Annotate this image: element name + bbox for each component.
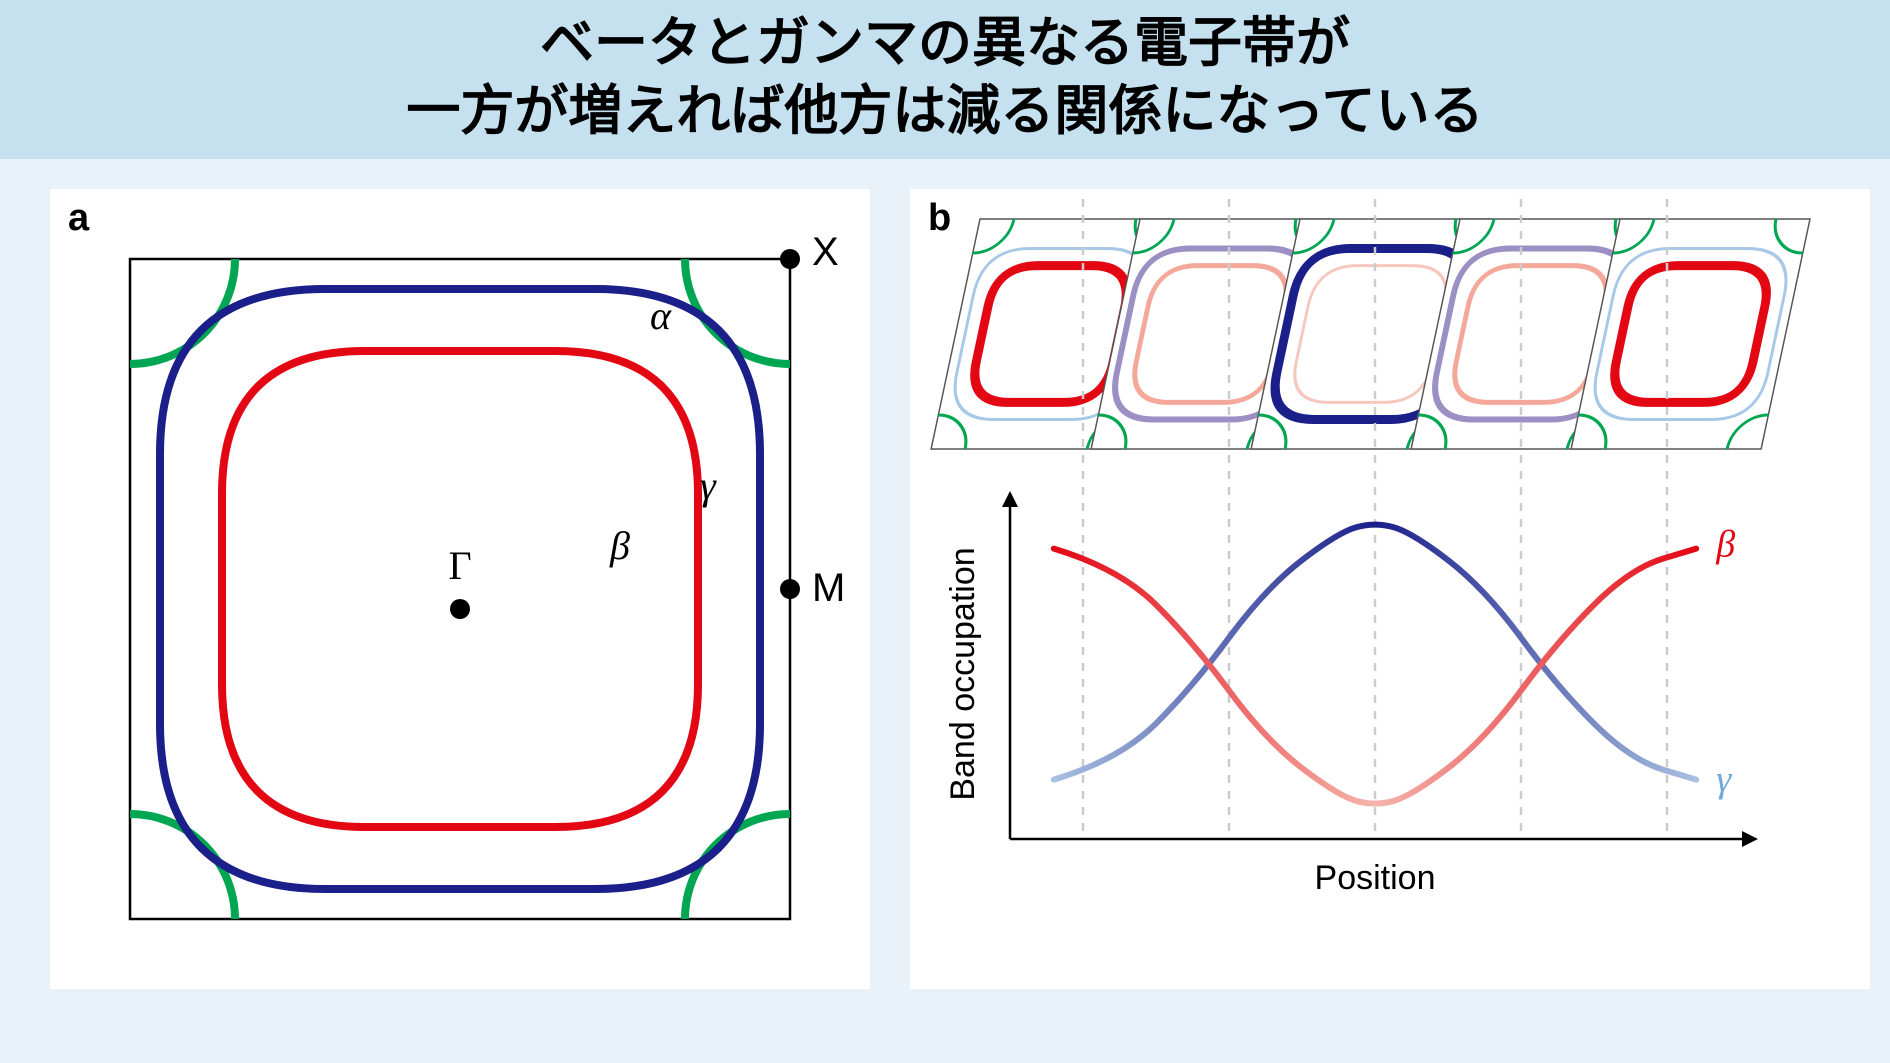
- svg-text:β: β: [609, 523, 630, 568]
- title-band: ベータとガンマの異なる電子帯が 一方が増えれば他方は減る関係になっている: [0, 0, 1890, 159]
- svg-text:α: α: [650, 293, 672, 338]
- panel-b-label: b: [928, 197, 951, 240]
- panel-a: a Γ X Mα γ β: [50, 189, 870, 989]
- band-occupation-diagram: Band occupation Position β γ: [910, 189, 1870, 969]
- svg-text:Band occupation: Band occupation: [944, 547, 982, 800]
- svg-text:Γ: Γ: [448, 543, 471, 588]
- title-line-2: 一方が増えれば他方は減る関係になっている: [0, 78, 1890, 146]
- svg-text:γ: γ: [700, 463, 717, 508]
- title-line-1: ベータとガンマの異なる電子帯が: [0, 10, 1890, 78]
- svg-text:Position: Position: [1315, 859, 1436, 897]
- fermi-surface-diagram: Γ X Mα γ β: [50, 199, 870, 979]
- figure-area: a Γ X Mα γ β b Band occupation Position β γ: [0, 159, 1890, 1019]
- svg-text:M: M: [812, 566, 845, 610]
- svg-text:γ: γ: [1716, 759, 1732, 801]
- svg-text:X: X: [812, 230, 839, 274]
- panel-b: b Band occupation Position β γ: [910, 189, 1870, 989]
- panel-a-label: a: [68, 197, 89, 240]
- svg-text:β: β: [1715, 524, 1735, 566]
